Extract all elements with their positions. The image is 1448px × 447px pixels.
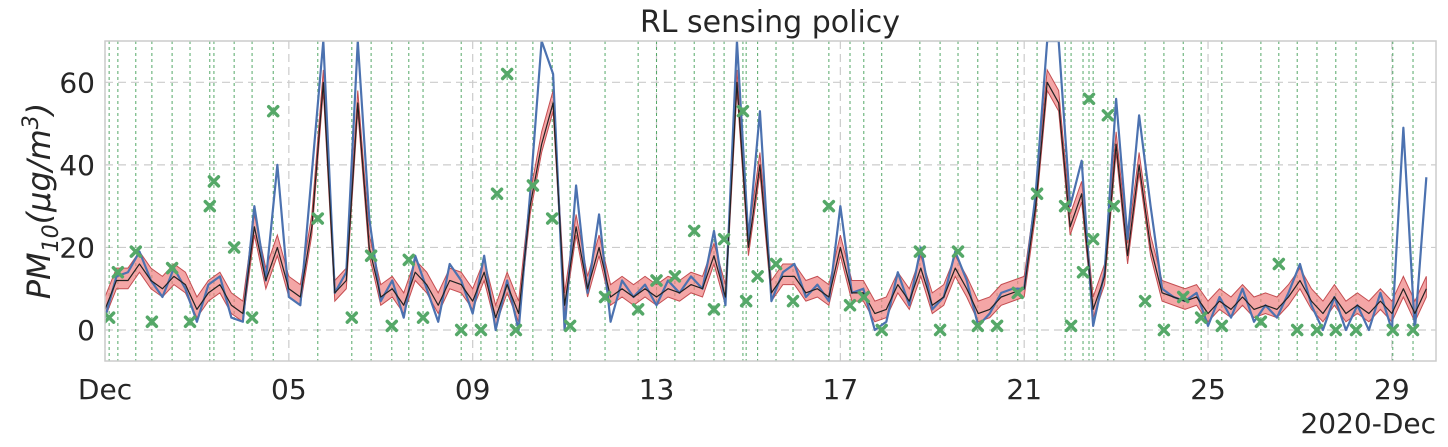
sensing-marker bbox=[111, 265, 125, 279]
x-tick-label: 29 bbox=[1374, 373, 1410, 406]
sensing-marker bbox=[843, 299, 857, 312]
sensing-marker bbox=[650, 274, 663, 287]
sensing-marker bbox=[454, 323, 468, 337]
sensing-marker bbox=[875, 323, 888, 337]
sensing-marker bbox=[717, 232, 731, 246]
sensing-marker bbox=[598, 290, 612, 304]
sensing-marker bbox=[1101, 109, 1115, 122]
sensing-marker bbox=[385, 319, 399, 333]
sensing-marker bbox=[1194, 311, 1208, 324]
sensing-marker bbox=[786, 294, 800, 308]
sensing-marker bbox=[1176, 290, 1190, 304]
chart-title: RL sensing policy bbox=[640, 5, 900, 40]
sensing-marker bbox=[545, 212, 559, 225]
y-tick-label: 40 bbox=[59, 149, 95, 182]
y-label-part: PM bbox=[20, 252, 58, 299]
sensing-marker bbox=[526, 179, 540, 192]
y-tick-label: 0 bbox=[77, 314, 95, 347]
sensing-marker bbox=[416, 311, 430, 324]
sensing-marker bbox=[207, 175, 221, 188]
predicted-line bbox=[105, 81, 1427, 319]
y-label-part: 10 bbox=[39, 224, 64, 252]
sensing-marker bbox=[509, 323, 523, 337]
sensing-marker bbox=[631, 303, 645, 316]
sensing-marker bbox=[736, 104, 750, 118]
sensing-marker bbox=[227, 241, 241, 254]
sensing-marker bbox=[933, 323, 947, 337]
sensing-marker bbox=[105, 311, 116, 324]
sensing-marker bbox=[913, 245, 927, 258]
sensing-marker bbox=[1058, 199, 1072, 213]
sensing-marker bbox=[751, 270, 764, 283]
sensing-marker bbox=[822, 199, 836, 213]
y-label-part: (μg/m bbox=[20, 129, 58, 224]
sensing-marker bbox=[1086, 232, 1100, 246]
sensing-marker bbox=[687, 224, 701, 238]
sensing-marker bbox=[1310, 323, 1324, 337]
x-tick-label: 13 bbox=[639, 373, 675, 406]
sensing-marker bbox=[500, 67, 514, 81]
y-label-part: ) bbox=[20, 103, 58, 117]
sensing-marker bbox=[739, 294, 753, 308]
uncertainty-band bbox=[105, 68, 1427, 328]
sensing-marker bbox=[1329, 323, 1343, 337]
grid bbox=[104, 41, 1436, 361]
y-axis-label: PM10(μg/m3) bbox=[19, 103, 64, 300]
sensing-marker bbox=[145, 315, 159, 329]
sensing-marker bbox=[129, 245, 143, 258]
sensing-marker bbox=[707, 303, 721, 316]
sensing-marker bbox=[490, 187, 504, 201]
x-tick-label: Dec bbox=[78, 373, 132, 406]
sensing-marker bbox=[1290, 323, 1304, 337]
sensing-marker bbox=[364, 249, 378, 262]
sensing-marker bbox=[1254, 315, 1268, 329]
sensing-marker bbox=[266, 104, 280, 118]
x-tick-label: 05 bbox=[271, 373, 307, 406]
sensing-marker bbox=[245, 311, 259, 324]
sensing-marker bbox=[345, 311, 359, 324]
y-tick-label: 60 bbox=[59, 66, 95, 99]
sensing-marker bbox=[1076, 265, 1090, 279]
sensing-marker bbox=[402, 253, 416, 267]
sensing-marker bbox=[990, 319, 1004, 333]
x-tick-label: 17 bbox=[823, 373, 859, 406]
y-tick-label: 20 bbox=[59, 231, 95, 264]
sensing-marker bbox=[183, 315, 197, 329]
sensing-marker bbox=[1272, 257, 1286, 271]
plot-area bbox=[105, 41, 1428, 361]
sensing-marker bbox=[857, 290, 871, 304]
sensing-marker bbox=[668, 270, 682, 283]
sensing-marker bbox=[1386, 323, 1400, 337]
plot-frame bbox=[104, 40, 1437, 362]
sensing-marker bbox=[1011, 286, 1025, 300]
sensing-marker bbox=[971, 319, 985, 333]
sensing-marker bbox=[311, 212, 325, 225]
sensing-marker bbox=[951, 245, 965, 258]
sensing-marker bbox=[1138, 294, 1152, 308]
sensing-marker bbox=[203, 199, 217, 213]
x-offset-label: 2020-Dec bbox=[1300, 407, 1436, 440]
sensing-marker bbox=[1082, 92, 1096, 106]
y-label-part: 3 bbox=[19, 115, 44, 129]
sensing-marker bbox=[1157, 323, 1171, 337]
sensing-marker bbox=[1064, 319, 1078, 333]
sensing-marker bbox=[1406, 323, 1420, 337]
sensing-marker bbox=[563, 319, 577, 333]
sensing-marker bbox=[1030, 187, 1044, 201]
sensing-marker bbox=[165, 261, 179, 275]
sensing-marker bbox=[474, 323, 488, 337]
x-tick-label: 09 bbox=[455, 373, 491, 406]
x-tick-label: 21 bbox=[1006, 373, 1042, 406]
sensing-marker bbox=[1215, 319, 1229, 333]
x-tick-label: 25 bbox=[1190, 373, 1226, 406]
sensing-marker bbox=[1107, 199, 1121, 213]
sensing-marker bbox=[769, 257, 783, 271]
sensing-marker bbox=[1349, 323, 1363, 337]
